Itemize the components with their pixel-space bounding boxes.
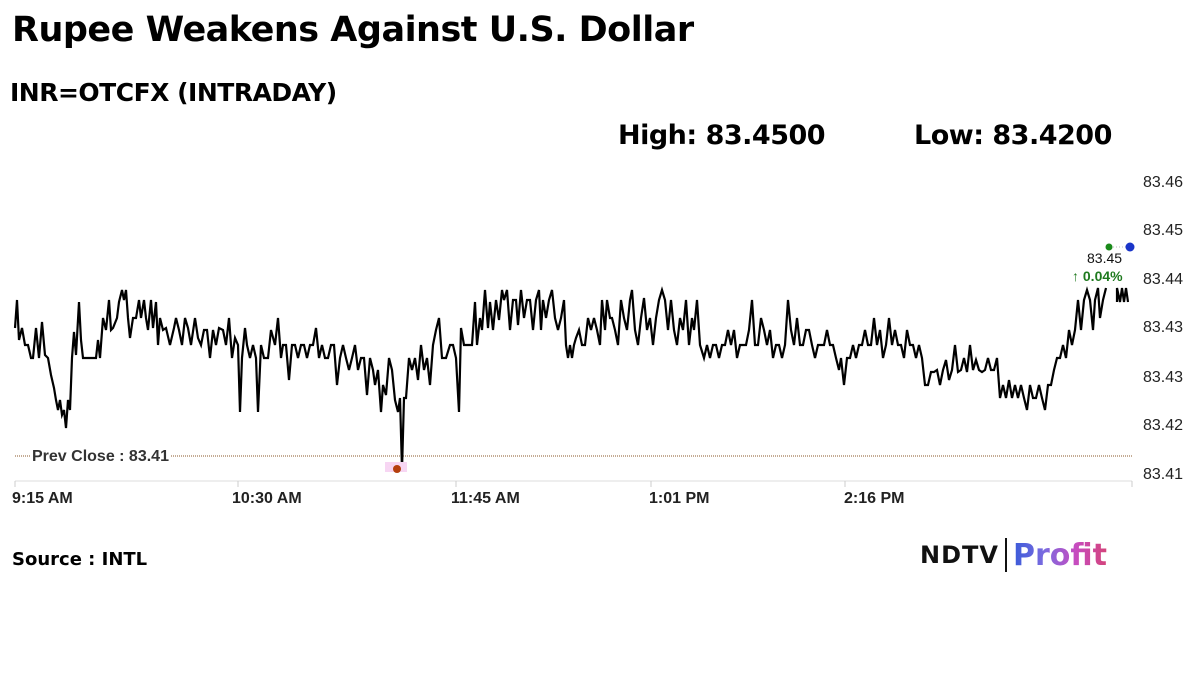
x-tick-label: 9:15 AM: [12, 490, 73, 507]
last-price-marker-icon: [1125, 242, 1135, 252]
source-label: Source : INTL: [12, 549, 148, 570]
y-tick-label: 83.46: [1143, 174, 1184, 191]
y-tick-label: 83.43: [1143, 319, 1184, 336]
prev-close-label: Prev Close : 83.41: [30, 448, 171, 466]
y-tick-label: 83.44: [1143, 271, 1184, 288]
y-tick-label: 83.42: [1143, 417, 1184, 434]
y-tick-label: 83.45: [1143, 222, 1184, 239]
low-value: Low: 83.4200: [914, 120, 1112, 151]
x-tick-label: 10:30 AM: [232, 490, 302, 507]
price-line: [13, 286, 1108, 471]
price-line-tail: [1115, 287, 1130, 303]
x-tick-label: 11:45 AM: [451, 490, 520, 507]
x-tick-label: 2:16 PM: [844, 490, 905, 507]
chart-subtitle: INR=OTCFX (INTRADAY): [10, 78, 337, 107]
last-price-label: 83.45: [1087, 250, 1123, 266]
low-marker-icon: [393, 465, 401, 473]
logo-profit-text: Profit: [1012, 537, 1107, 573]
logo-divider: [1004, 538, 1007, 572]
x-tick-label: 1:01 PM: [649, 490, 710, 507]
high-value: High: 83.4500: [618, 120, 826, 151]
high-marker-icon: [1105, 243, 1113, 251]
y-tick-label: 83.43: [1143, 369, 1184, 386]
last-change-label: ↑ 0.04%: [1072, 268, 1123, 284]
ndtv-profit-logo: NDTV Profit: [920, 537, 1107, 573]
chart-title: Rupee Weakens Against U.S. Dollar: [12, 10, 694, 50]
logo-ndtv-text: NDTV: [920, 541, 999, 569]
y-tick-label: 83.41: [1143, 466, 1184, 483]
